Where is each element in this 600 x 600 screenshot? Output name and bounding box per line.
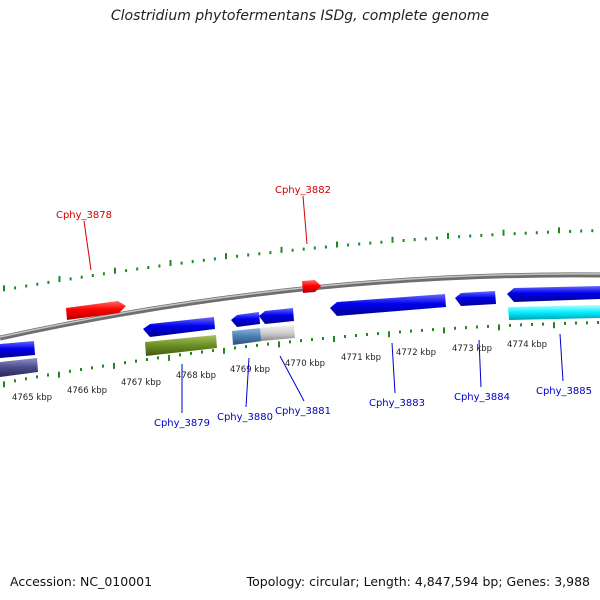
leader-cphy-3882	[302, 195, 308, 245]
gene-arrow-cphy-3878[interactable]	[66, 301, 126, 320]
inner-tick-row	[3, 321, 599, 388]
genome-backbone	[0, 272, 600, 341]
scale-label: 4773 kbp	[452, 344, 492, 354]
scale-label: 4774 kbp	[507, 340, 547, 350]
scale-label: 4772 kbp	[396, 348, 436, 358]
genome-backbone-highlight	[0, 273, 600, 338]
gene-arrow-cphy-3883[interactable]	[330, 294, 446, 316]
leader-cphy-3884	[478, 339, 482, 388]
gene-label-cphy-3882: Cphy_3882	[275, 185, 331, 196]
gene-label-cphy-3885: Cphy_3885	[536, 386, 592, 397]
leader-cphy-3881	[279, 355, 305, 402]
scale-label: 4768 kbp	[176, 371, 216, 381]
gene-label-cphy-3880: Cphy_3880	[217, 412, 273, 423]
leader-cphy-3880	[245, 357, 250, 408]
gene-arrow-cphy-3879[interactable]	[143, 317, 215, 337]
genome-summary: Topology: circular; Length: 4,847,594 bp…	[246, 574, 590, 589]
gene-arrow-cphy-3881[interactable]	[259, 308, 294, 324]
leader-cphy-3883	[391, 342, 396, 394]
scale-label: 4770 kbp	[285, 359, 325, 369]
gene-arrow-cphy-3884[interactable]	[455, 291, 496, 306]
feature-slate-left[interactable]	[0, 358, 38, 377]
feature-cyan-cphy-3885[interactable]	[508, 305, 600, 320]
gene-arrow-cphy-3882[interactable]	[302, 280, 321, 293]
gene-label-cphy-3879: Cphy_3879	[154, 418, 210, 429]
scale-label: 4766 kbp	[67, 386, 107, 396]
gene-label-cphy-3883: Cphy_3883	[369, 398, 425, 409]
feature-steel-cphy-3880[interactable]	[232, 328, 262, 345]
scale-label: 4765 kbp	[12, 393, 52, 403]
map-title: Clostridium phytofermentans ISDg, comple…	[110, 8, 490, 24]
gene-arrow-cphy-3885[interactable]	[507, 286, 600, 302]
gene-label-cphy-3878: Cphy_3878	[56, 210, 112, 221]
accession-label: Accession: NC_010001	[10, 574, 153, 589]
leader-cphy-3878	[83, 220, 92, 271]
feature-grey-cphy-3881[interactable]	[260, 325, 295, 341]
scale-label: 4769 kbp	[230, 365, 270, 375]
gene-label-cphy-3881: Cphy_3881	[275, 406, 331, 417]
scale-label: 4771 kbp	[341, 353, 381, 363]
gene-label-cphy-3884: Cphy_3884	[454, 392, 510, 403]
leader-cphy-3885	[559, 333, 564, 382]
outer-tick-row	[3, 227, 594, 292]
gene-arrow-left-edge[interactable]	[0, 341, 35, 358]
feature-olive-cphy-3879[interactable]	[145, 335, 217, 356]
gene-arrow-cphy-3880[interactable]	[231, 312, 260, 327]
scale-label: 4767 kbp	[121, 378, 161, 388]
